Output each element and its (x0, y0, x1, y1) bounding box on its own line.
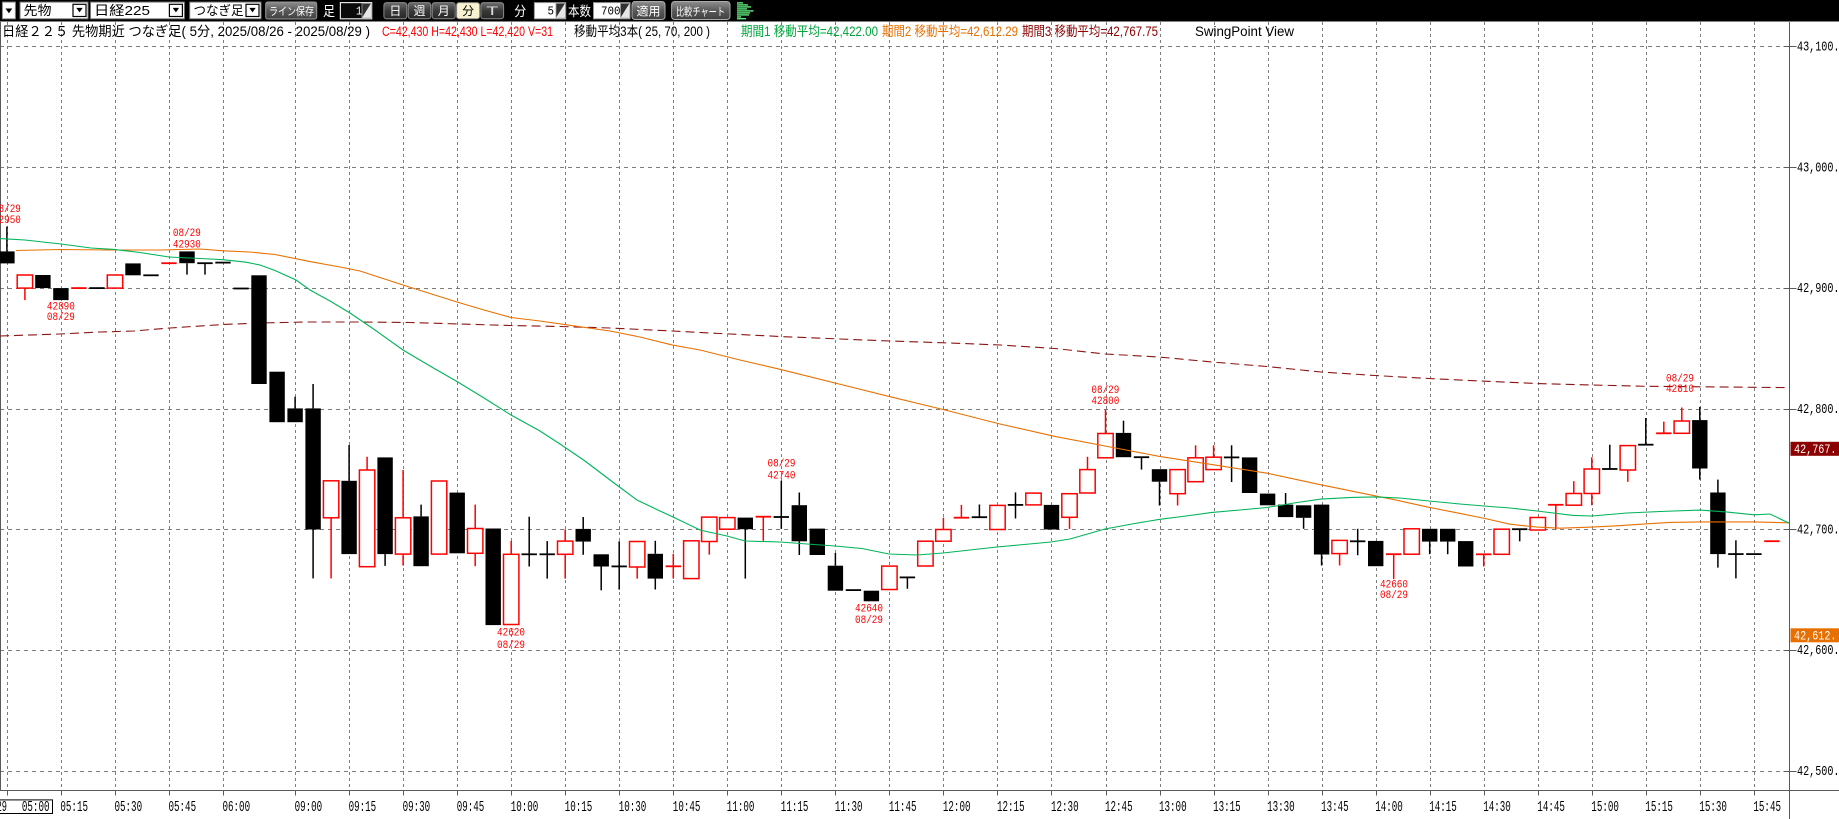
svg-text:14:15: 14:15 (1429, 799, 1457, 816)
svg-text:12:15: 12:15 (997, 799, 1025, 816)
svg-text:1: 1 (356, 5, 362, 19)
svg-text:08/29: 08/29 (1380, 590, 1408, 602)
svg-text:10:15: 10:15 (565, 799, 593, 816)
svg-text:SwingPoint View: SwingPoint View (1195, 24, 1294, 39)
svg-text:日経２２５ 先物期近 つなぎ足( 5分, 2025/08/2: 日経２２５ 先物期近 つなぎ足( 5分, 2025/08/26 - 2025/0… (2, 24, 370, 39)
svg-text:12:45: 12:45 (1105, 799, 1133, 816)
svg-text:08/29: 08/29 (0, 204, 21, 216)
svg-text:42810: 42810 (1666, 384, 1694, 396)
svg-text:05:15: 05:15 (60, 799, 88, 816)
svg-text:42,600.: 42,600. (1797, 644, 1839, 659)
svg-text:08/29: 08/29 (0, 799, 7, 816)
svg-text:43,000.: 43,000. (1797, 161, 1839, 176)
svg-text:43,100.: 43,100. (1797, 41, 1839, 56)
svg-text:適用: 適用 (637, 4, 661, 19)
svg-text:13:45: 13:45 (1321, 799, 1349, 816)
svg-text:足: 足 (323, 4, 335, 19)
svg-text:10:00: 10:00 (511, 799, 539, 816)
svg-text:08/29: 08/29 (1091, 385, 1119, 397)
svg-text:12:30: 12:30 (1051, 799, 1079, 816)
svg-text:06:00: 06:00 (223, 799, 251, 816)
svg-text:09:45: 09:45 (457, 799, 485, 816)
svg-text:移動平均3本( 25, 70, 200 ): 移動平均3本( 25, 70, 200 ) (574, 24, 710, 39)
svg-text:42,900.: 42,900. (1797, 282, 1839, 297)
svg-text:期間3 移動平均=42,767.75: 期間3 移動平均=42,767.75 (1022, 24, 1158, 39)
svg-text:13:30: 13:30 (1267, 799, 1295, 816)
svg-text:週: 週 (414, 4, 426, 18)
svg-text:10:30: 10:30 (619, 799, 647, 816)
svg-text:42,500.: 42,500. (1797, 765, 1839, 780)
svg-text:42620: 42620 (497, 628, 525, 640)
svg-text:期間1 移動平均=42,422.00: 期間1 移動平均=42,422.00 (741, 24, 878, 39)
svg-text:09:30: 09:30 (403, 799, 431, 816)
svg-text:42640: 42640 (855, 604, 883, 616)
svg-text:15:00: 15:00 (1591, 799, 1619, 816)
svg-text:05:00: 05:00 (22, 799, 50, 816)
svg-text:先物: 先物 (24, 3, 52, 18)
svg-text:5: 5 (548, 5, 555, 19)
svg-text:09:00: 09:00 (295, 799, 323, 816)
svg-text:本数: 本数 (568, 4, 591, 19)
svg-text:ライン保存: ライン保存 (269, 4, 314, 18)
svg-text:14:00: 14:00 (1375, 799, 1403, 816)
svg-text:11:45: 11:45 (889, 799, 917, 816)
svg-text:09:15: 09:15 (349, 799, 377, 816)
svg-text:12:00: 12:00 (943, 799, 971, 816)
svg-text:14:30: 14:30 (1483, 799, 1511, 816)
svg-text:42950: 42950 (0, 215, 21, 227)
svg-text:つなぎ足: つなぎ足 (194, 3, 244, 18)
svg-text:11:15: 11:15 (781, 799, 809, 816)
svg-text:42,700.: 42,700. (1797, 524, 1839, 539)
svg-text:08/29: 08/29 (855, 615, 883, 627)
svg-text:T: T (486, 4, 499, 18)
svg-text:08/29: 08/29 (47, 312, 75, 324)
svg-text:05:45: 05:45 (169, 799, 197, 816)
svg-text:42,612.: 42,612. (1794, 629, 1837, 644)
svg-text:15:45: 15:45 (1753, 799, 1781, 816)
svg-text:11:30: 11:30 (835, 799, 863, 816)
svg-text:05:30: 05:30 (115, 799, 143, 816)
svg-text:13:00: 13:00 (1159, 799, 1187, 816)
svg-text:分: 分 (514, 4, 526, 19)
svg-text:11:00: 11:00 (727, 799, 755, 816)
svg-text:42,800.: 42,800. (1797, 403, 1839, 418)
svg-text:月: 月 (438, 4, 450, 18)
svg-text:15:30: 15:30 (1699, 799, 1727, 816)
svg-text:日経225: 日経225 (94, 3, 150, 18)
svg-text:10:45: 10:45 (673, 799, 701, 816)
svg-text:08/29: 08/29 (173, 228, 201, 240)
svg-text:08/29: 08/29 (497, 640, 525, 652)
svg-text:42890: 42890 (47, 301, 75, 313)
svg-text:比較チャート: 比較チャート (676, 5, 725, 19)
svg-text:14:45: 14:45 (1537, 799, 1565, 816)
svg-text:08/29: 08/29 (1666, 374, 1694, 386)
svg-text:日: 日 (389, 4, 401, 18)
svg-text:C=42,430 H=42,430 L=42,420 V=3: C=42,430 H=42,430 L=42,420 V=31 (382, 24, 553, 39)
svg-text:700: 700 (601, 5, 621, 19)
svg-text:42,767.: 42,767. (1794, 442, 1837, 457)
svg-text:42740: 42740 (768, 471, 796, 483)
svg-text:13:15: 13:15 (1213, 799, 1241, 816)
svg-text:42800: 42800 (1091, 396, 1119, 408)
svg-text:15:15: 15:15 (1645, 799, 1673, 816)
svg-text:分: 分 (462, 4, 474, 18)
svg-text:42660: 42660 (1380, 580, 1408, 592)
svg-text:08/29: 08/29 (768, 459, 796, 471)
svg-text:期間2 移動平均=42,612.29: 期間2 移動平均=42,612.29 (882, 24, 1018, 39)
svg-text:42930: 42930 (173, 240, 201, 252)
